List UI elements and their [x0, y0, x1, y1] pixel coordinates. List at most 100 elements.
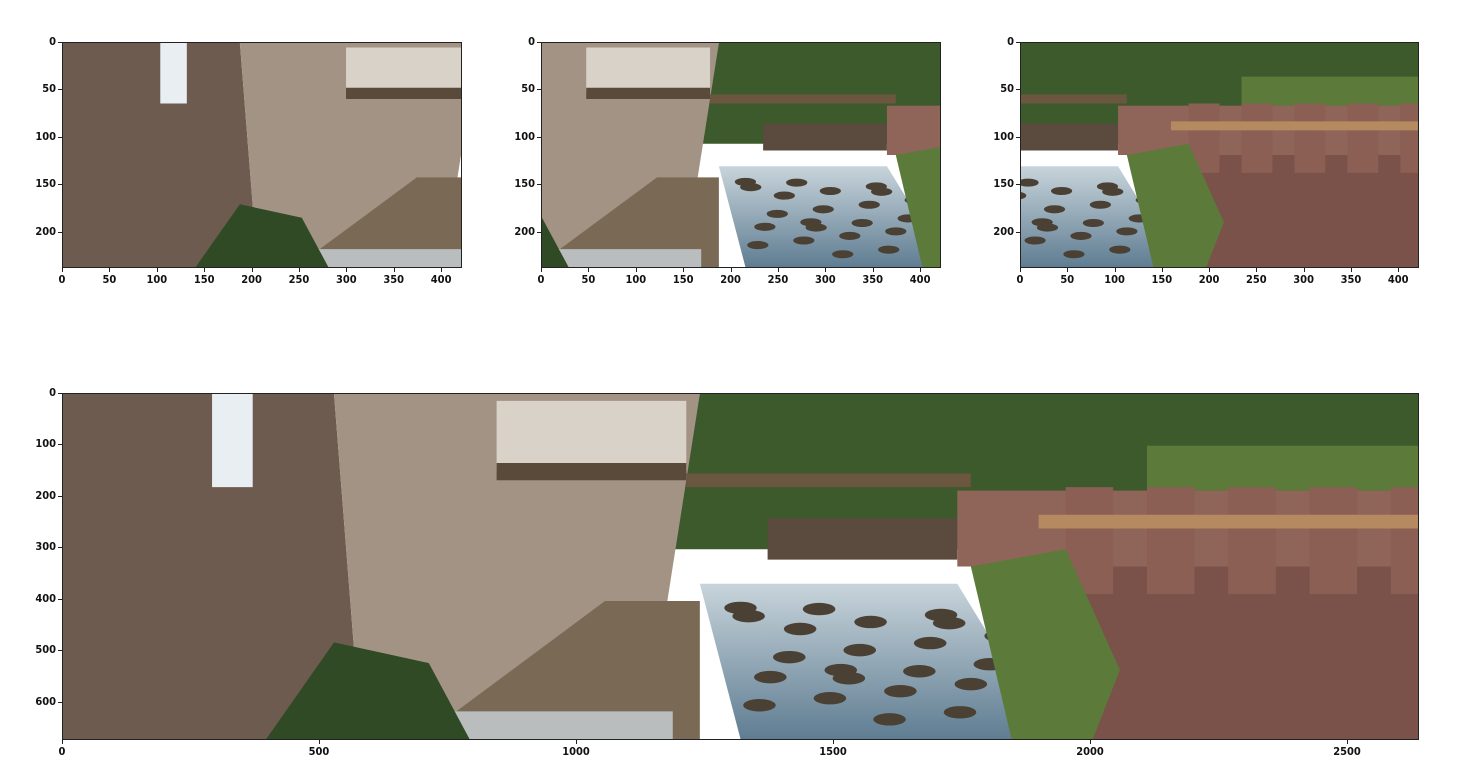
y-tick-mark [58, 701, 62, 703]
photo [62, 42, 462, 268]
x-tick-label: 200 [1198, 273, 1220, 286]
x-tick-label: 350 [383, 273, 405, 286]
river-rock [832, 672, 866, 685]
x-tick-label: 100 [1104, 273, 1125, 286]
river-rock [786, 178, 808, 187]
y-tick-label: 150 [993, 177, 1014, 191]
river-rock [754, 222, 776, 231]
river-rock [1102, 187, 1124, 196]
y-tick-mark [1016, 231, 1020, 233]
river-rock [813, 692, 847, 705]
x-tick-mark [298, 268, 300, 272]
x-tick-mark [204, 268, 206, 272]
river-rock [1109, 245, 1131, 254]
x-tick-mark [1256, 268, 1258, 272]
x-tick-mark [62, 268, 63, 272]
river-rock [1043, 205, 1066, 214]
x-tick-label: 150 [193, 273, 215, 286]
river-rock [793, 236, 815, 245]
y-tick-mark [1016, 89, 1020, 91]
river-rock [732, 609, 765, 623]
x-tick-mark [109, 268, 111, 272]
y-tick-label: 600 [35, 694, 56, 708]
x-tick-label: 50 [1060, 273, 1075, 286]
x-tick-label: 250 [1246, 273, 1267, 286]
x-tick-label: 0 [58, 745, 66, 758]
y-tick-mark [537, 231, 541, 233]
x-tick-label: 100 [146, 273, 168, 286]
x-tick-label: 50 [581, 273, 596, 286]
photo-image [63, 43, 461, 267]
photo [1020, 42, 1419, 268]
wall-top [886, 105, 940, 155]
x-tick-mark [62, 740, 63, 744]
y-tick-mark [537, 184, 541, 186]
bridge-beam [1021, 94, 1127, 104]
y-tick-mark [58, 231, 62, 233]
railing-post [1147, 487, 1195, 595]
railing-post [1065, 487, 1114, 595]
x-tick-mark [319, 740, 320, 744]
bush-right [895, 146, 940, 267]
x-tick-mark [393, 268, 395, 272]
weir-water [310, 249, 461, 267]
x-tick-mark [1161, 268, 1163, 272]
river-rock [812, 205, 834, 214]
x-tick-label: 400 [430, 273, 452, 286]
railing-bar [1038, 514, 1418, 529]
x-tick-mark [441, 268, 443, 272]
y-tick-mark [58, 495, 62, 497]
river-rock [832, 250, 854, 259]
y-tick-mark [58, 89, 62, 91]
railing-post [1309, 487, 1358, 595]
y-tick-label: 400 [35, 591, 56, 605]
x-tick-mark [1114, 268, 1116, 272]
x-tick-mark [635, 268, 637, 272]
x-tick-mark [346, 268, 348, 272]
river-rock [873, 713, 906, 726]
window [212, 394, 253, 488]
x-tick-label: 500 [308, 745, 330, 758]
y-tick-label: 200 [514, 224, 535, 238]
railing-post [1400, 103, 1418, 173]
y-tick-label: 50 [521, 82, 535, 96]
river-rock [903, 665, 936, 678]
river-rock [954, 677, 988, 691]
x-tick-mark [576, 740, 577, 744]
x-tick-mark [872, 268, 874, 272]
x-tick-label: 0 [537, 273, 545, 286]
river-rock [740, 183, 762, 192]
river-rock [754, 670, 787, 684]
photo-image [1021, 43, 1418, 267]
x-tick-label: 2000 [1076, 745, 1104, 758]
x-tick-mark [588, 268, 590, 272]
river-rock [773, 650, 806, 664]
x-tick-label: 400 [909, 273, 931, 286]
x-tick-mark [1350, 268, 1352, 272]
bridge-beam [686, 473, 971, 488]
x-tick-label: 300 [1293, 273, 1314, 286]
river-rock [1082, 218, 1104, 228]
river-rock [854, 615, 887, 629]
y-tick-mark [537, 89, 541, 91]
bush-right [1126, 143, 1224, 267]
railing-post [1241, 103, 1273, 173]
channel [550, 177, 719, 267]
y-tick-mark [58, 598, 62, 600]
river-rock [878, 245, 900, 254]
x-tick-mark [1347, 740, 1349, 744]
x-tick-mark [920, 268, 922, 272]
river-rock [839, 231, 861, 240]
x-tick-mark [683, 268, 685, 272]
photo-image [63, 394, 1418, 739]
x-tick-label: 300 [336, 273, 357, 286]
sluice-gate [1021, 123, 1119, 151]
x-tick-mark [1067, 268, 1069, 272]
river-rock [747, 241, 769, 250]
river-rock [1116, 227, 1138, 236]
x-tick-mark [1209, 268, 1211, 272]
y-tick-label: 50 [1000, 82, 1014, 96]
y-tick-mark [1016, 184, 1020, 186]
y-tick-label: 150 [35, 177, 56, 191]
x-tick-mark [541, 268, 542, 272]
